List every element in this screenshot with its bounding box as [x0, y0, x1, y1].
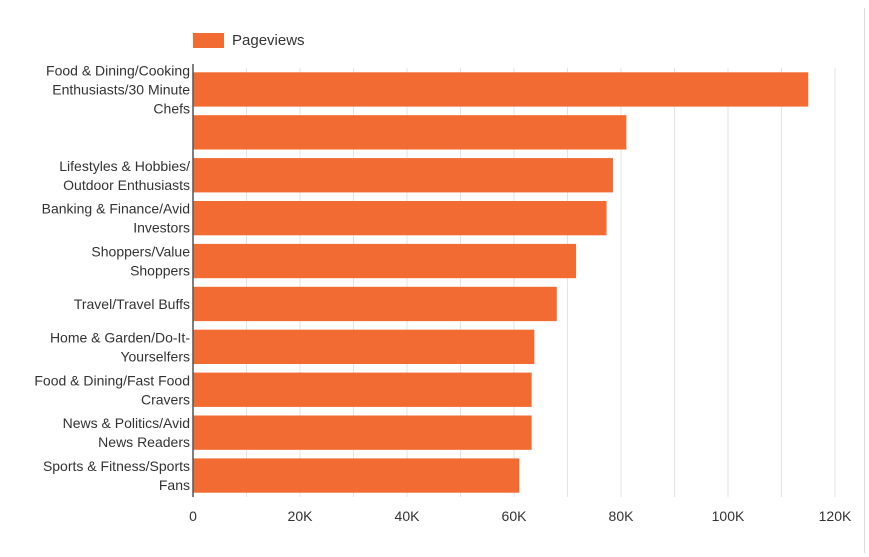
category-label: Cravers	[141, 391, 190, 407]
bar	[193, 72, 809, 107]
bar	[193, 286, 557, 322]
category-label: Banking & Finance/Avid	[42, 201, 190, 217]
category-label: Fans	[159, 477, 190, 493]
bar	[193, 329, 535, 365]
bar	[193, 372, 532, 407]
category-label: Outdoor Enthusiasts	[63, 177, 190, 193]
category-label: Investors	[133, 220, 190, 236]
x-tick-label: 20K	[288, 508, 314, 524]
bar	[193, 458, 520, 493]
x-tick-label: 60K	[502, 508, 528, 524]
category-label: Chefs	[153, 100, 190, 116]
category-label: Sports & Fitness/Sports	[43, 458, 190, 474]
category-label: Travel/Travel Buffs	[74, 296, 190, 312]
category-label: News & Politics/Avid	[63, 415, 190, 431]
legend-label: Pageviews	[232, 32, 305, 49]
category-label: Enthusiasts/30 Minute	[52, 81, 190, 97]
category-label: Lifestyles & Hobbies/	[59, 158, 190, 174]
panel-divider	[864, 8, 865, 553]
legend-swatch	[193, 33, 224, 48]
x-tick-label: 100K	[712, 508, 745, 524]
bar	[193, 200, 607, 236]
bar	[193, 243, 577, 279]
category-label: Shoppers	[130, 263, 190, 279]
category-label: Yourselfers	[120, 348, 190, 364]
category-label: Home & Garden/Do-It-	[50, 329, 190, 345]
category-label: Shoppers/Value	[91, 244, 190, 260]
bar	[193, 415, 532, 450]
x-tick-label: 0	[189, 508, 197, 524]
bar	[193, 158, 613, 193]
bar	[193, 115, 627, 150]
x-tick-label: 120K	[819, 508, 852, 524]
category-label: Food & Dining/Fast Food	[34, 372, 190, 388]
chart-legend[interactable]: Pageviews	[193, 32, 305, 49]
category-label: News Readers	[98, 434, 190, 450]
category-label: Food & Dining/Cooking	[46, 62, 190, 78]
x-tick-label: 80K	[609, 508, 635, 524]
x-tick-label: 40K	[395, 508, 421, 524]
